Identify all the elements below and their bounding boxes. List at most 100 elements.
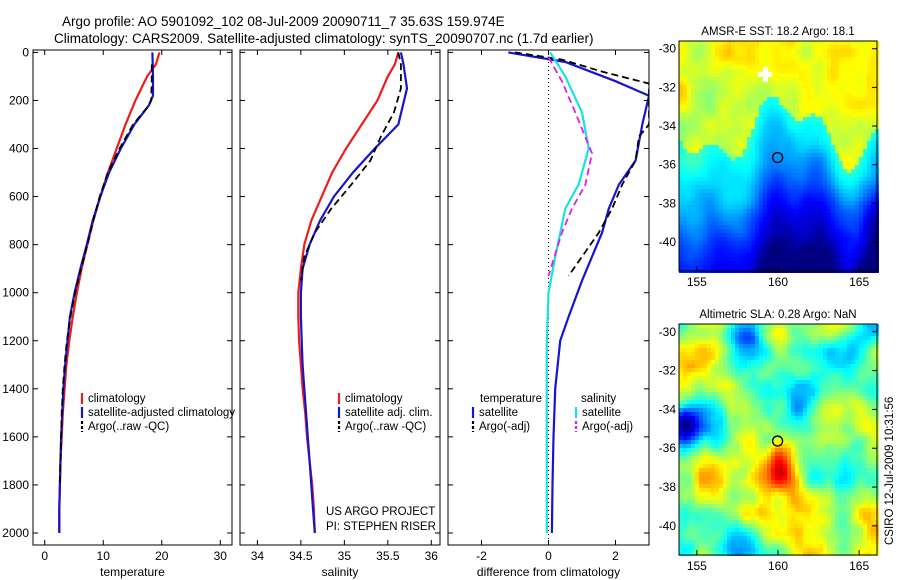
sst_map-cell (867, 213, 871, 217)
sla_map-cell (787, 332, 791, 336)
sst_map-cell (799, 121, 803, 125)
sst_map-cell (711, 105, 715, 109)
sla_map-cell (851, 404, 855, 408)
sst_map-cell (839, 185, 843, 189)
sst_map-cell (779, 169, 783, 173)
sst_map-cell (743, 61, 747, 65)
sla_map-cell (863, 352, 867, 356)
sla_map-cell (831, 448, 835, 452)
sla_map-cell (687, 404, 691, 408)
sst_map-cell (735, 49, 739, 53)
sst_map-cell (731, 233, 735, 237)
sst_map-cell (815, 165, 819, 169)
sst_map-cell (863, 233, 867, 237)
sla_map-cell (807, 420, 811, 424)
sst_map-cell (847, 113, 851, 117)
sla_map-cell (835, 372, 839, 376)
sla_map-cell (867, 408, 871, 412)
sst_map-cell (795, 101, 799, 105)
sst_map-cell (691, 201, 695, 205)
sst_map-cell (787, 81, 791, 85)
sla_map-cell (871, 352, 875, 356)
sla_map-cell (739, 428, 743, 432)
sst_map-cell (783, 121, 787, 125)
sla_map-cell (859, 328, 863, 332)
sst_map-cell (799, 141, 803, 145)
sst_map-cell (847, 257, 851, 261)
sst_map-cell (751, 105, 755, 109)
sla_map-cell (819, 408, 823, 412)
sla_map-cell (819, 440, 823, 444)
sla_map-cell (779, 388, 783, 392)
sst_map-cell (723, 81, 727, 85)
temperature-legend-2-label: Argo(..raw -QC) (88, 421, 169, 433)
sst_map-cell (715, 201, 719, 205)
sst_map-cell (867, 153, 871, 157)
sst_map-cell (775, 249, 779, 253)
sla_map-cell (851, 420, 855, 424)
sst_map-cell (715, 161, 719, 165)
sst_map-cell (831, 257, 835, 261)
sst_map-cell (767, 245, 771, 249)
sla_map-cell (747, 360, 751, 364)
sst_map-cell (843, 245, 847, 249)
sst_map-cell (863, 245, 867, 249)
sst_map-cell (723, 69, 727, 73)
sla_map-cell (687, 476, 691, 480)
sst_map-cell (739, 153, 743, 157)
sla_map-cell (779, 404, 783, 408)
sla_map-cell (819, 428, 823, 432)
sla_map-cell (695, 412, 699, 416)
sst_map-cell (815, 245, 819, 249)
sst_map-cell (859, 77, 863, 81)
sst_map-cell (855, 201, 859, 205)
sla_map-cell (863, 432, 867, 436)
sst_map-cell (699, 225, 703, 229)
sla_map-cell (679, 344, 683, 348)
sst_map-cell (835, 257, 839, 261)
sla_map-cell (715, 400, 719, 404)
sst_map-cell (759, 189, 763, 193)
sst_map-cell (819, 141, 823, 145)
sla_map-cell (715, 396, 719, 400)
sst_map-cell (759, 125, 763, 129)
sst_map-cell (763, 161, 767, 165)
sla_map-cell (855, 436, 859, 440)
sla_map-cell (743, 332, 747, 336)
sst_map-cell (755, 93, 759, 97)
sla_map-cell (695, 460, 699, 464)
sla_map-cell (859, 376, 863, 380)
sst_map-cell (771, 217, 775, 221)
sst_map-cell (755, 57, 759, 61)
sla_map-cell (759, 396, 763, 400)
sst_map-cell (815, 197, 819, 201)
sla_map-cell (775, 392, 779, 396)
sla_map-cell (807, 356, 811, 360)
sla_map-cell (755, 412, 759, 416)
sla_map-cell (735, 332, 739, 336)
sst_map-cell (823, 257, 827, 261)
sst_map-cell (799, 69, 803, 73)
sst_map-cell (747, 193, 751, 197)
sst_map-cell (867, 149, 871, 153)
sst_map-cell (843, 73, 847, 77)
sst_map-cell (795, 125, 799, 129)
sla_map-cell (759, 380, 763, 384)
sst_map-cell (723, 209, 727, 213)
sst_map-cell (863, 241, 867, 245)
sst_map-cell (831, 205, 835, 209)
sla_map-cell (783, 428, 787, 432)
sla_map-cell (867, 372, 871, 376)
sst_map-cell (727, 137, 731, 141)
sla_map-cell (751, 440, 755, 444)
sst_map-cell (735, 205, 739, 209)
sla_map-cell (695, 356, 699, 360)
sst_map-cell (759, 105, 763, 109)
sla_map-cell (791, 396, 795, 400)
sst_map-cell (743, 153, 747, 157)
sst_map-cell (815, 229, 819, 233)
sst_map-cell (751, 185, 755, 189)
sla_map-cell (839, 388, 843, 392)
sst_map-cell (871, 61, 875, 65)
sst_map-cell (779, 89, 783, 93)
